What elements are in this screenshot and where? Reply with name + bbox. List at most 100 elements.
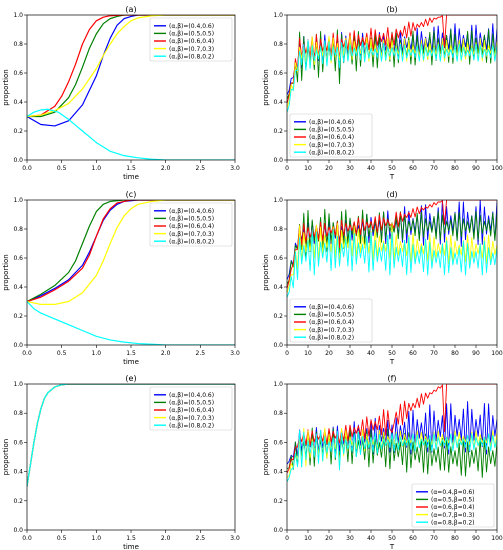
x-tick-label: 1.5 xyxy=(126,535,136,542)
legend-box xyxy=(149,386,233,431)
legend-label: (α=0.7,β=0.3) xyxy=(431,512,475,519)
legend: (α,β)=(0.4,0.6)(α,β)=(0.5,0.5)(α,β)=(0.6… xyxy=(289,113,373,158)
x-tick-label: 100 xyxy=(491,535,503,542)
x-tick-label: 50 xyxy=(388,350,396,357)
plot-frame xyxy=(26,199,236,346)
legend-box xyxy=(411,483,495,528)
y-tick-label: 1.0 xyxy=(13,12,23,19)
y-axis-label: proportion xyxy=(2,254,10,290)
legend-label: (α,β)=(0.5,0.5) xyxy=(169,400,214,407)
legend-box xyxy=(289,113,373,158)
y-tick-label: 0.8 xyxy=(273,226,283,233)
x-tick-label: 90 xyxy=(472,350,480,357)
x-tick-label: 3.0 xyxy=(230,165,240,172)
legend-label: (α,β)=(0.6,0.4) xyxy=(169,38,214,45)
x-tick-label: 80 xyxy=(451,535,459,542)
x-tick-label: 0.0 xyxy=(22,350,32,357)
y-tick-label: 0.6 xyxy=(273,70,283,77)
y-tick-label: 0.2 xyxy=(13,128,23,135)
y-tick-label: 1.0 xyxy=(13,197,23,204)
plot-frame xyxy=(286,199,498,346)
legend-label: (α,β)=(0.7,0.3) xyxy=(169,46,214,53)
legend-label: (α,β)=(0.5,0.5) xyxy=(309,312,354,319)
x-tick-label: 20 xyxy=(325,165,333,172)
y-axis-label: proportion xyxy=(262,69,270,105)
x-tick-label: 0.5 xyxy=(57,165,67,172)
plot-frame xyxy=(286,14,498,161)
legend-label: (α,β)=(0.6,0.4) xyxy=(309,134,354,141)
x-tick-label: 2.5 xyxy=(196,350,206,357)
x-tick-label: 90 xyxy=(472,535,480,542)
y-tick-label: 0.6 xyxy=(13,255,23,262)
legend-label: (α,β)=(0.6,0.4) xyxy=(169,407,214,414)
y-tick-label: 0.0 xyxy=(273,342,283,349)
x-tick-label: 2.5 xyxy=(196,165,206,172)
y-tick-label: 0.8 xyxy=(273,410,283,417)
chart-panel-3: (d) 0 10 20 30 40 50 60 70 80 90 100 0.0 0.2 0.4 0.6 0.8… xyxy=(262,190,503,366)
x-tick-label: 60 xyxy=(409,535,417,542)
x-tick-label: 50 xyxy=(388,165,396,172)
legend-label: (α=0.5,β=0.5) xyxy=(431,497,475,504)
x-tick-label: 1.5 xyxy=(126,350,136,357)
x-tick-label: 2.5 xyxy=(196,535,206,542)
plot-frame xyxy=(26,383,236,531)
legend: (α,β)=(0.4,0.6)(α,β)=(0.5,0.5)(α,β)=(0.6… xyxy=(149,202,233,247)
x-tick-label: 30 xyxy=(346,350,354,357)
x-axis-label: T xyxy=(389,173,395,181)
y-tick-label: 0.6 xyxy=(273,255,283,262)
x-tick-label: 3.0 xyxy=(230,350,240,357)
x-tick-label: 0.0 xyxy=(22,165,32,172)
y-tick-label: 1.0 xyxy=(273,12,283,19)
series-line xyxy=(27,108,235,160)
x-tick-label: 0 xyxy=(285,165,289,172)
legend-label: (α,β)=(0.8,0.2) xyxy=(169,422,214,429)
legend-label: (α,β)=(0.6,0.4) xyxy=(309,319,354,326)
chart-panel-5: (f) 0 10 20 30 40 50 60 70 80 90 100 0.0 0.2 0.4 0.6 0.8… xyxy=(262,374,503,550)
x-tick-label: 0.5 xyxy=(57,535,67,542)
y-tick-label: 1.0 xyxy=(273,381,283,388)
x-tick-label: 2.0 xyxy=(161,165,171,172)
series-line xyxy=(27,200,235,303)
legend-label: (α,β)=(0.4,0.6) xyxy=(169,392,214,399)
x-tick-label: 20 xyxy=(325,350,333,357)
y-tick-label: 0.8 xyxy=(13,41,23,48)
x-tick-label: 50 xyxy=(388,535,396,542)
x-tick-label: 30 xyxy=(346,165,354,172)
series-line xyxy=(287,223,497,293)
x-tick-label: 40 xyxy=(367,165,375,172)
plot-frame xyxy=(286,383,498,531)
x-tick-label: 10 xyxy=(304,165,312,172)
legend-label: (α,β)=(0.5,0.5) xyxy=(169,31,214,38)
x-tick-label: 10 xyxy=(304,350,312,357)
y-tick-label: 0.6 xyxy=(13,439,23,446)
chart-title: (d) xyxy=(386,190,397,199)
x-tick-label: 20 xyxy=(325,535,333,542)
legend-label: (α,β)=(0.8,0.2) xyxy=(169,238,214,245)
series-line xyxy=(27,384,235,487)
series-line xyxy=(27,15,235,127)
x-tick-label: 0 xyxy=(285,535,289,542)
chart-title: (a) xyxy=(125,5,136,14)
y-axis-label: proportion xyxy=(2,439,10,475)
y-tick-label: 0.2 xyxy=(273,313,283,320)
x-tick-label: 70 xyxy=(430,350,438,357)
legend-box xyxy=(149,17,233,62)
x-tick-label: 0.0 xyxy=(22,535,32,542)
legend-label: (α,β)=(0.4,0.6) xyxy=(169,23,214,30)
y-tick-label: 0.2 xyxy=(273,498,283,505)
legend-label: (α,β)=(0.7,0.3) xyxy=(309,327,354,334)
series-line xyxy=(287,15,497,104)
x-tick-label: 30 xyxy=(346,535,354,542)
y-tick-label: 0.0 xyxy=(273,527,283,534)
legend-label: (α=0.4,β=0.6) xyxy=(431,489,475,496)
legend-label: (α,β)=(0.4,0.6) xyxy=(169,208,214,215)
y-tick-label: 0.8 xyxy=(273,41,283,48)
x-axis-label: T xyxy=(389,543,395,550)
legend-label: (α,β)=(0.4,0.6) xyxy=(309,304,354,311)
x-tick-label: 80 xyxy=(451,350,459,357)
legend-label: (α=0.8,β=0.2) xyxy=(431,519,475,526)
x-tick-label: 3.0 xyxy=(230,535,240,542)
x-tick-label: 100 xyxy=(491,350,503,357)
y-axis-label: proportion xyxy=(262,254,270,290)
x-tick-label: 1.0 xyxy=(92,350,102,357)
